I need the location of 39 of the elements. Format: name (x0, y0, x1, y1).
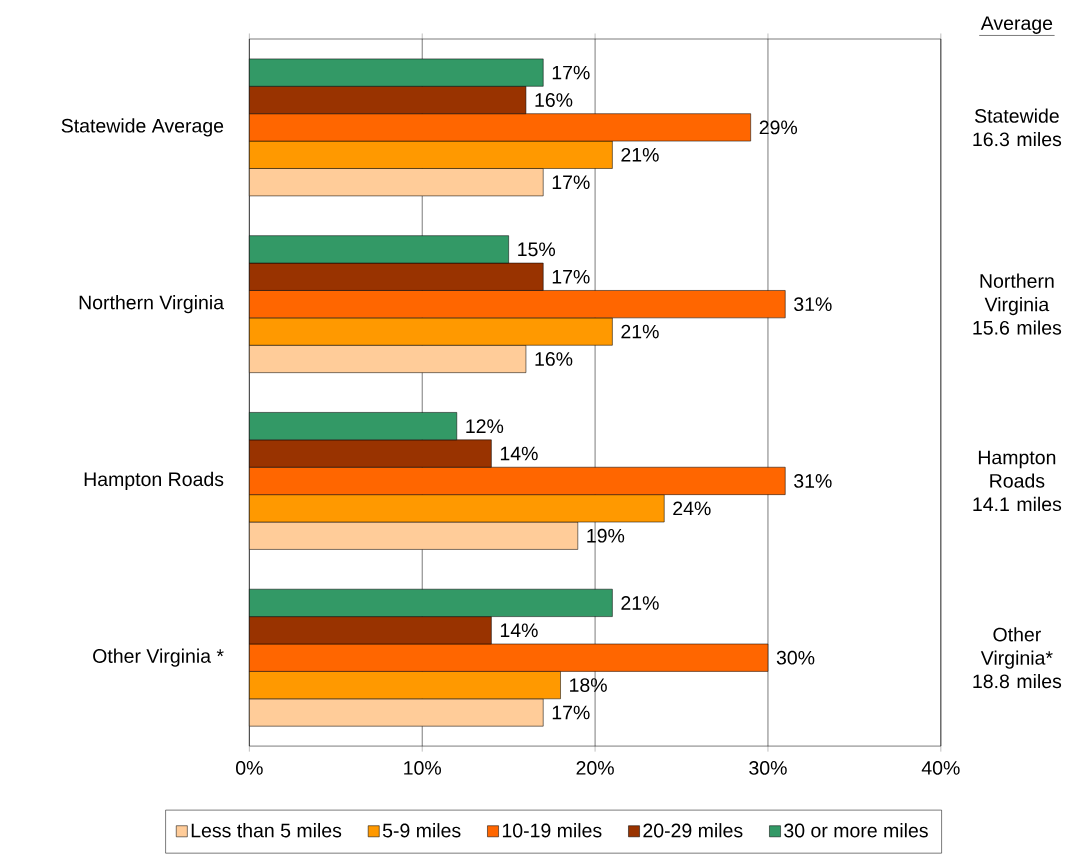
legend-label: Less than 5 miles (191, 823, 342, 838)
legend-label: 20-29 miles (643, 823, 743, 838)
text: Northern Virginia 15.6 miles (973, 273, 1062, 335)
data-label: 12% (466, 419, 504, 434)
data-label: 17% (552, 175, 590, 190)
data-label: 21% (621, 324, 659, 339)
data-label: 17% (552, 270, 590, 284)
y-tick-label: Northern Virginia (79, 295, 225, 314)
data-label: 16% (535, 93, 573, 108)
text: Other Virginia* 18.8 miles (973, 627, 1062, 689)
data-label: 29% (759, 120, 798, 135)
data-label: 17% (552, 705, 590, 720)
y-tick-label: Hampton Roads (84, 471, 224, 491)
x-tick-label: 0% (236, 761, 263, 775)
data-label: 17% (552, 65, 590, 80)
legend-label: 5-9 miles (382, 823, 461, 838)
data-label: 14% (500, 446, 538, 461)
data-label: 19% (587, 528, 625, 543)
text: Statewide 16.3 miles (973, 108, 1062, 147)
data-label: 14% (500, 623, 538, 638)
data-label: 31% (794, 297, 832, 312)
legend-label: 10-19 miles (502, 823, 602, 838)
data-label: 30% (776, 650, 815, 665)
data-label: 24% (673, 501, 711, 516)
text: Hampton Roads 14.1 miles (973, 450, 1062, 512)
x-tick-label: 40% (921, 761, 960, 775)
legend-label: 30 or more miles (784, 823, 928, 838)
y-tick-label: Statewide Average (61, 118, 224, 137)
x-tick-label: 20% (576, 761, 614, 775)
x-tick-label: 30% (749, 761, 787, 775)
data-label: 21% (621, 148, 659, 162)
y-tick-label: Other Virginia * (93, 648, 224, 667)
text: Average (980, 16, 1053, 35)
data-label: 15% (518, 242, 556, 257)
data-label: 21% (621, 596, 659, 610)
data-label: 18% (570, 678, 607, 693)
x-tick-label: 10% (404, 761, 442, 775)
data-label: 31% (794, 474, 832, 488)
data-label: 16% (535, 352, 573, 366)
